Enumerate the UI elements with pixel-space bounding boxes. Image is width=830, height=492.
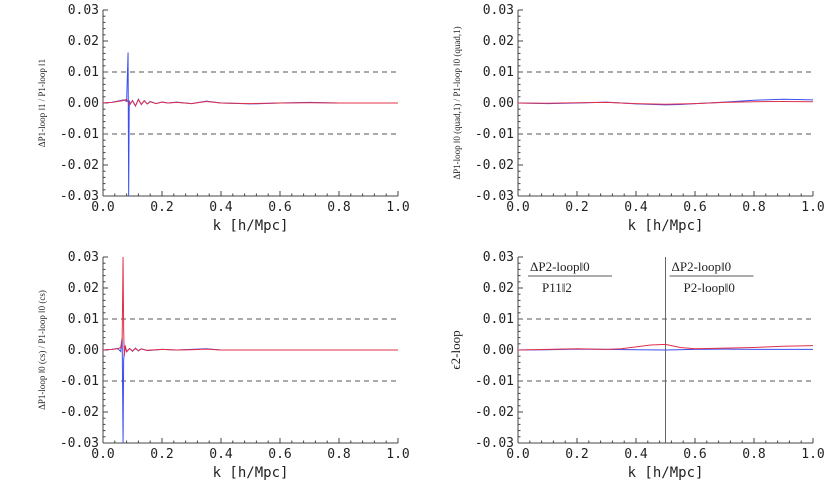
x-tick-label: 0.8: [742, 200, 765, 215]
x-tick-label: 0.0: [506, 447, 529, 462]
y-tick-label: 0.03: [483, 250, 514, 265]
x-tick-label: 1.0: [386, 200, 409, 215]
panel-3: 0.0 0.2 0.4 0.6 0.8 1.0 -0.03 -0.02 -0.01 0.00 0.0…: [37, 250, 410, 481]
y-tick-label: 0.01: [68, 65, 99, 80]
annotation-denominator: P2-loop‖0: [684, 280, 735, 295]
y-tick-label: 0.01: [483, 65, 514, 80]
x-tick-label: 0.8: [742, 447, 765, 462]
y-tick-label: -0.02: [60, 158, 99, 173]
x-tick-label: 0.2: [150, 447, 173, 462]
y-tick-label: 0.02: [483, 34, 514, 49]
annotation-denominator: P11‖2: [542, 280, 572, 295]
y-axis-label: ΔP1-loop ‖0 (quad,1) / P1-loop ‖0 (quad,…: [452, 26, 462, 179]
series-line-red: [518, 100, 813, 105]
y-tick-label: -0.02: [60, 405, 99, 420]
series-line-red: [103, 257, 398, 357]
y-tick-label: -0.03: [60, 436, 99, 451]
x-tick-label: 0.4: [624, 447, 648, 462]
x-tick-label: 0.2: [150, 200, 173, 215]
x-tick-label: 0.6: [683, 447, 706, 462]
y-tick-label: 0.02: [68, 34, 99, 49]
y-tick-label: -0.02: [475, 158, 514, 173]
y-tick-label: 0.02: [68, 281, 99, 296]
x-tick-label: 1.0: [801, 200, 824, 215]
y-tick-label: -0.01: [60, 374, 99, 389]
x-axis-label: k [h/Mpc]: [213, 465, 289, 481]
series-line-blue: [103, 337, 398, 443]
x-tick-label: 0.6: [268, 447, 291, 462]
panel-2: 0.0 0.2 0.4 0.6 0.8 1.0 -0.03 -0.02 -0.01 0.00 0.0…: [452, 3, 825, 234]
y-tick-label: -0.02: [475, 405, 514, 420]
y-axis-label: ϵ2-loop: [448, 330, 463, 369]
x-tick-label: 0.8: [327, 447, 350, 462]
y-tick-label: -0.03: [475, 189, 514, 204]
x-tick-label: 0.0: [506, 200, 529, 215]
y-axis-label: ΔP1-loop ‖1 / P1-loop ‖1: [37, 59, 47, 147]
series-line-red: [518, 343, 813, 351]
x-tick-label: 0.4: [209, 447, 233, 462]
y-tick-label: 0.01: [68, 312, 99, 327]
x-tick-label: 0.2: [565, 447, 588, 462]
y-tick-label: 0.00: [68, 96, 99, 111]
y-tick-label: -0.03: [475, 436, 514, 451]
y-tick-label: 0.03: [68, 3, 99, 18]
x-tick-label: 1.0: [801, 447, 824, 462]
annotation-numerator: ΔP2-loop‖0: [672, 259, 732, 274]
panel-4: 0.0 0.2 0.4 0.6 0.8 1.0 -0.03 -0.02 -0.01 0.00 0.0…: [448, 250, 825, 481]
x-tick-label: 0.0: [91, 447, 114, 462]
x-axis-label: k [h/Mpc]: [213, 218, 289, 234]
x-tick-label: 0.8: [327, 200, 350, 215]
y-tick-label: 0.01: [483, 312, 514, 327]
annotation-fraction: ΔP2-loop‖0 P11‖2: [528, 259, 612, 295]
series-line-blue: [103, 52, 398, 196]
annotation-fraction: ΔP2-loop‖0 P2-loop‖0: [669, 259, 754, 295]
x-tick-label: 0.0: [91, 200, 114, 215]
y-tick-label: -0.01: [475, 127, 514, 142]
x-axis-label: k [h/Mpc]: [628, 465, 704, 481]
x-tick-label: 0.4: [624, 200, 648, 215]
y-tick-label: 0.02: [483, 281, 514, 296]
annotation-numerator: ΔP2-loop‖0: [530, 259, 590, 274]
y-tick-label: -0.03: [60, 189, 99, 204]
y-tick-label: -0.01: [60, 127, 99, 142]
x-tick-label: 0.2: [565, 200, 588, 215]
y-tick-label: 0.00: [68, 343, 99, 358]
y-tick-label: 0.00: [483, 343, 514, 358]
x-axis-label: k [h/Mpc]: [628, 218, 704, 234]
x-tick-label: 0.4: [209, 200, 233, 215]
y-tick-label: 0.03: [68, 250, 99, 265]
y-tick-label: -0.01: [475, 374, 514, 389]
x-tick-label: 0.6: [683, 200, 706, 215]
x-tick-label: 0.6: [268, 200, 291, 215]
series-line-red: [103, 98, 398, 107]
x-tick-label: 1.0: [386, 447, 409, 462]
y-axis-label: ΔP1-loop ‖0 (cs) / P1-loop ‖0 (cs): [37, 290, 47, 410]
y-tick-label: 0.00: [483, 96, 514, 111]
y-tick-label: 0.03: [483, 3, 514, 18]
panel-1: 0.0 0.2 0.4 0.6 0.8 1.0 -0.03 -0.02 -0.01 0.00 0.0…: [37, 3, 410, 234]
